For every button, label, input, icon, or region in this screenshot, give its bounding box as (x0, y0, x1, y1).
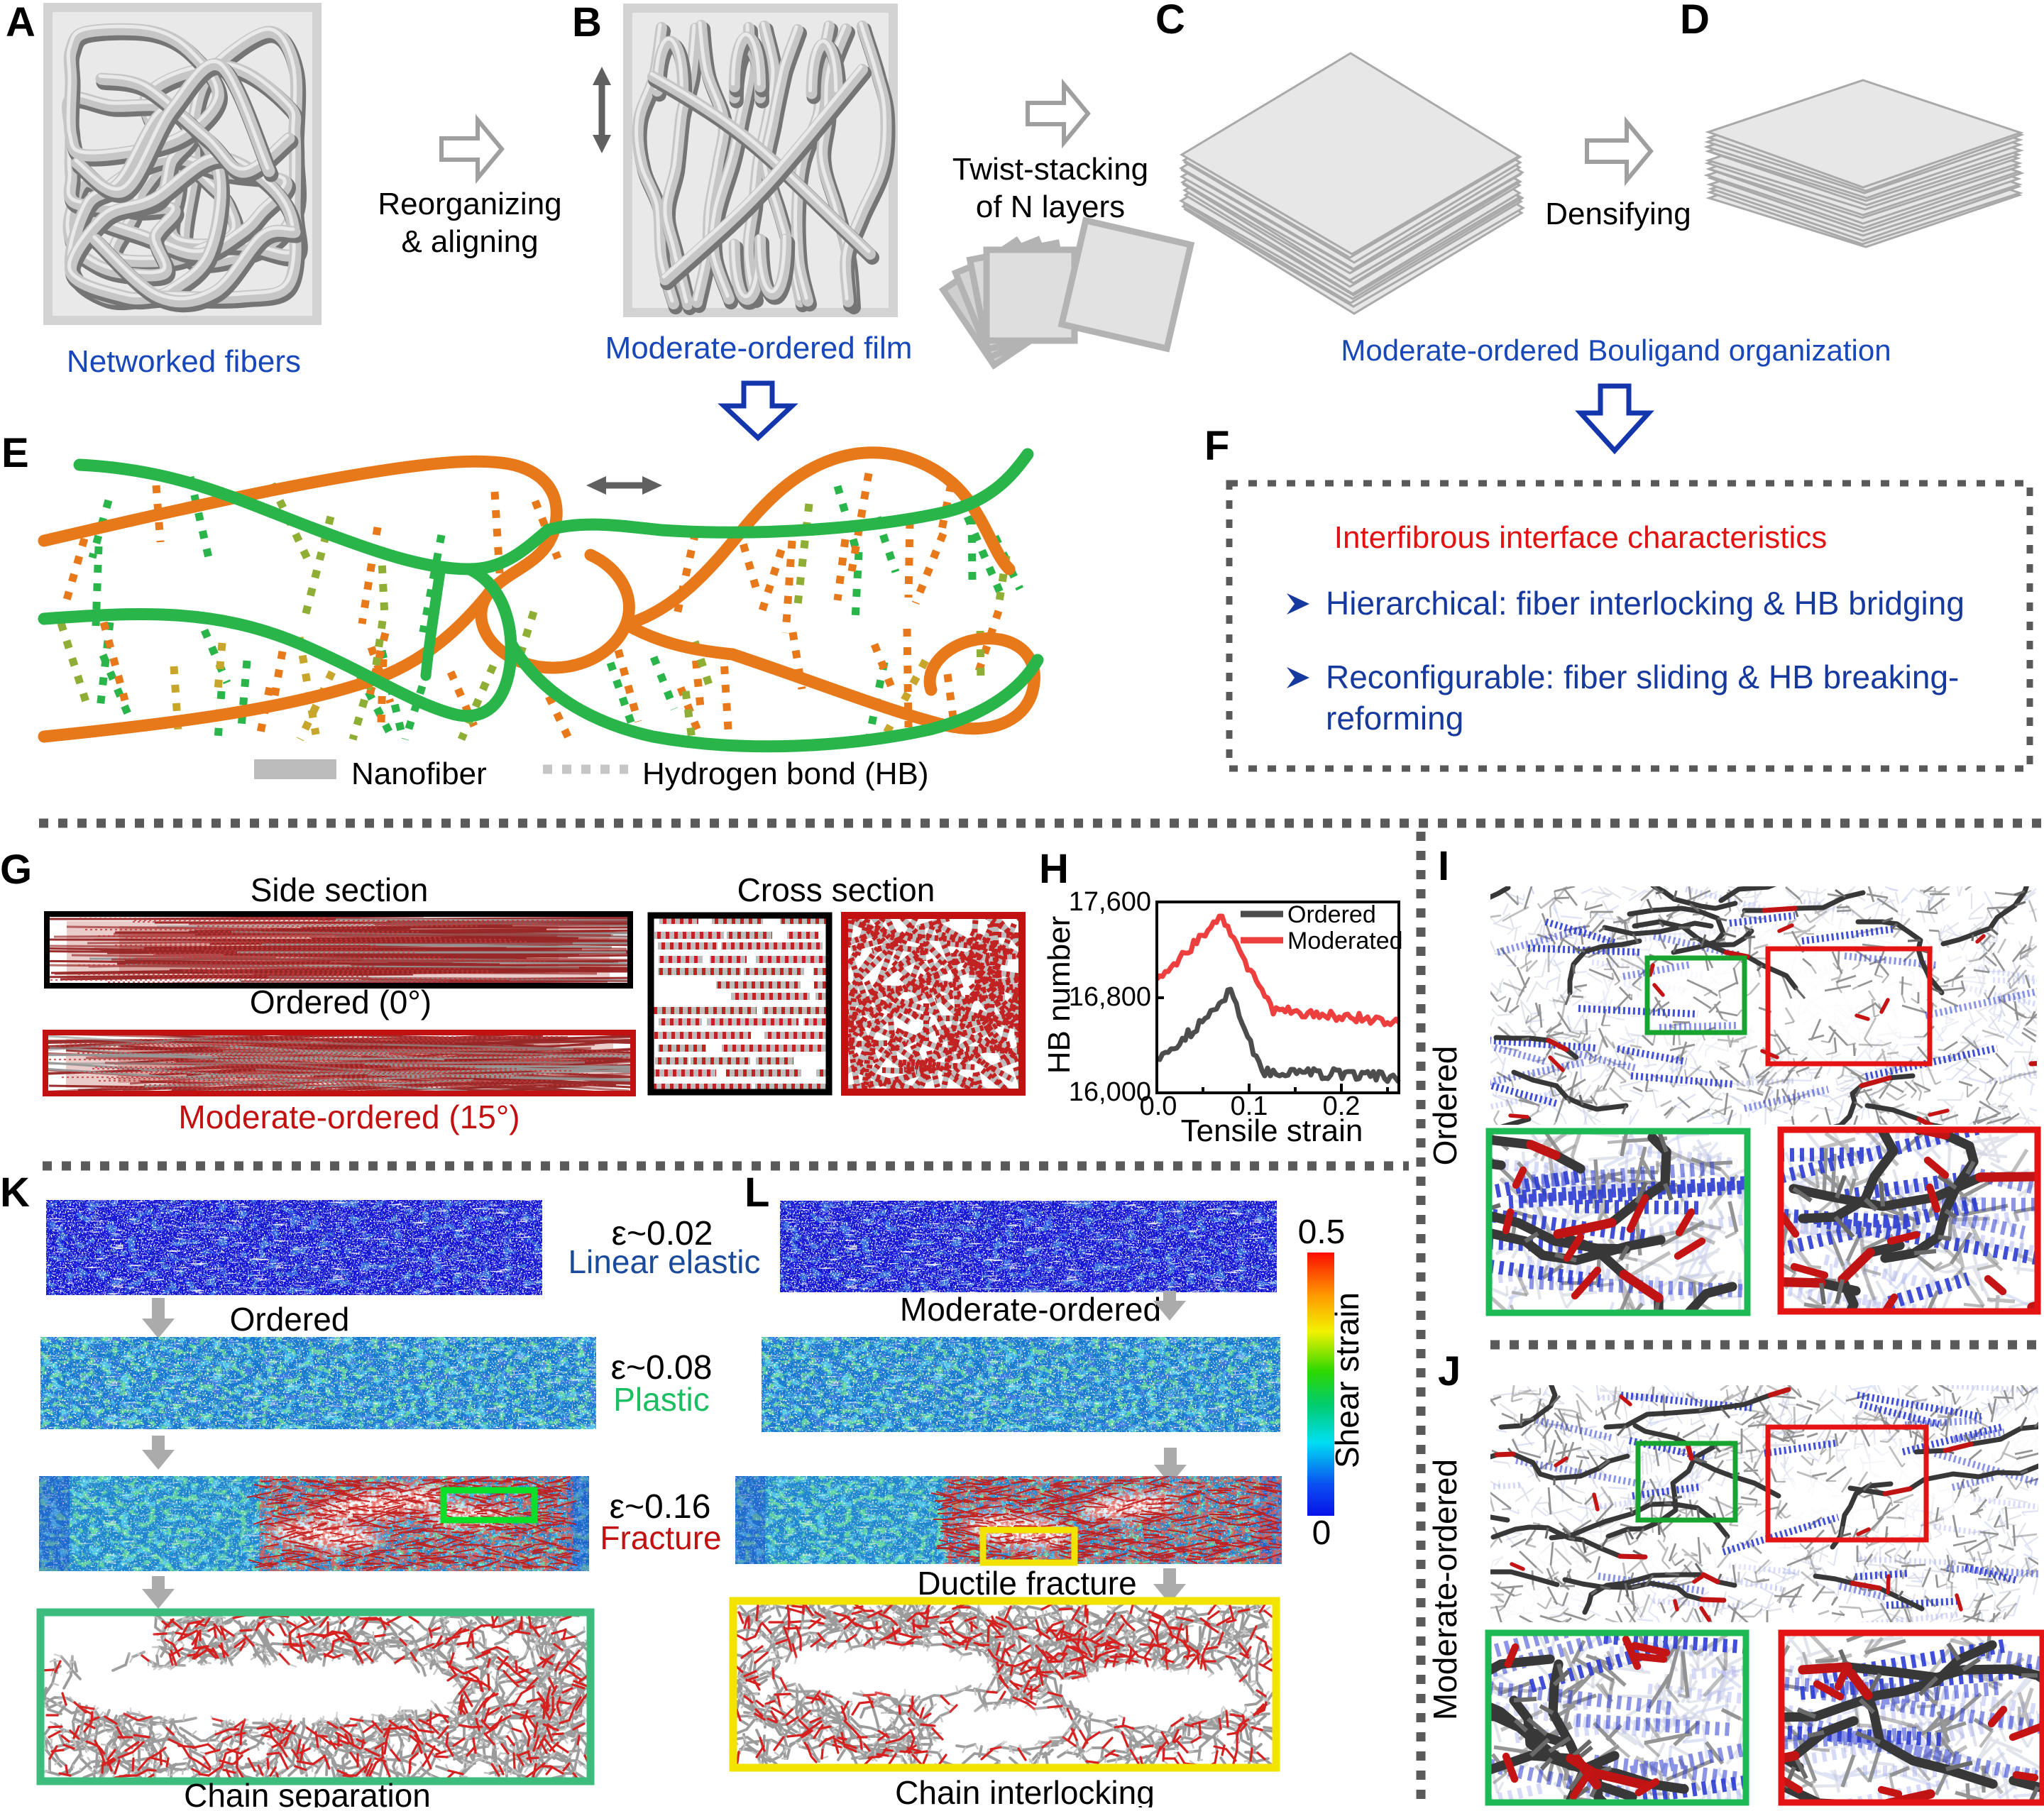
svg-text:C: C (1155, 0, 1185, 43)
svg-text:0.0: 0.0 (1140, 1091, 1177, 1121)
svg-text:Ductile fracture: Ductile fracture (917, 1565, 1136, 1602)
svg-text:Linear elastic: Linear elastic (568, 1243, 760, 1280)
svg-text:ε~0.16: ε~0.16 (610, 1488, 711, 1526)
svg-text:Chain interlocking: Chain interlocking (895, 1774, 1155, 1807)
svg-text:& aligning: & aligning (401, 224, 538, 259)
svg-text:Shear strain: Shear strain (1329, 1292, 1366, 1468)
svg-text:Densifying: Densifying (1545, 197, 1691, 231)
svg-text:Cross section: Cross section (737, 871, 935, 908)
svg-text:F: F (1204, 423, 1229, 469)
svg-text:E: E (1, 430, 29, 476)
svg-text:0.1: 0.1 (1231, 1091, 1268, 1121)
svg-text:B: B (572, 0, 602, 45)
svg-text:ε~0.02: ε~0.02 (612, 1215, 713, 1253)
svg-text:Ordered: Ordered (230, 1301, 350, 1338)
svg-text:Moderated: Moderated (1287, 927, 1403, 954)
svg-text:Moderate-ordered: Moderate-ordered (900, 1291, 1161, 1328)
svg-text:17,600: 17,600 (1069, 887, 1151, 917)
svg-text:of N layers: of N layers (976, 189, 1125, 224)
svg-text:G: G (0, 847, 32, 893)
svg-text:Ordered: Ordered (1427, 1046, 1463, 1166)
svg-text:Interfibrous interface charact: Interfibrous interface characteristics (1334, 520, 1828, 555)
svg-text:Moderate-ordered Bouligand org: Moderate-ordered Bouligand organization (1341, 334, 1891, 367)
svg-text:Networked fibers: Networked fibers (67, 344, 301, 379)
svg-text:0.5: 0.5 (1298, 1213, 1346, 1251)
svg-text:Nanofiber: Nanofiber (351, 756, 487, 791)
svg-text:J: J (1438, 1348, 1461, 1394)
svg-text:Hydrogen bond (HB): Hydrogen bond (HB) (642, 756, 929, 791)
svg-text:A: A (6, 0, 35, 45)
svg-text:0.2: 0.2 (1323, 1091, 1361, 1121)
svg-text:Ordered: Ordered (1287, 901, 1376, 928)
svg-text:Fracture: Fracture (600, 1519, 721, 1556)
svg-text:Moderate-ordered (15°): Moderate-ordered (15°) (178, 1099, 520, 1135)
svg-text:0: 0 (1312, 1514, 1331, 1552)
svg-text:Reconfigurable: fiber sliding: Reconfigurable: fiber sliding & HB break… (1326, 659, 1959, 695)
svg-text:Chain separation: Chain separation (184, 1777, 431, 1807)
svg-text:I: I (1438, 843, 1449, 889)
svg-text:reforming: reforming (1326, 700, 1463, 737)
svg-text:Side section: Side section (251, 871, 429, 908)
svg-text:Hierarchical: fiber interlocki: Hierarchical: fiber interlocking & HB br… (1326, 585, 1965, 622)
svg-text:Ordered (0°): Ordered (0°) (250, 984, 432, 1020)
svg-text:ε~0.08: ε~0.08 (611, 1349, 713, 1387)
svg-text:Twist-stacking: Twist-stacking (952, 152, 1148, 187)
svg-text:Tensile strain: Tensile strain (1181, 1113, 1363, 1148)
svg-text:Moderate-ordered film: Moderate-ordered film (605, 331, 913, 365)
svg-text:Plastic: Plastic (613, 1381, 709, 1418)
svg-text:16,800: 16,800 (1069, 982, 1151, 1012)
svg-text:Reorganizing: Reorganizing (378, 187, 561, 221)
svg-text:K: K (0, 1169, 30, 1216)
svg-text:16,000: 16,000 (1069, 1077, 1151, 1107)
svg-text:Moderate-ordered: Moderate-ordered (1427, 1459, 1463, 1720)
svg-text:HB number: HB number (1042, 916, 1077, 1074)
svg-text:L: L (744, 1169, 769, 1216)
svg-text:D: D (1680, 0, 1710, 43)
svg-text:H: H (1039, 846, 1069, 892)
